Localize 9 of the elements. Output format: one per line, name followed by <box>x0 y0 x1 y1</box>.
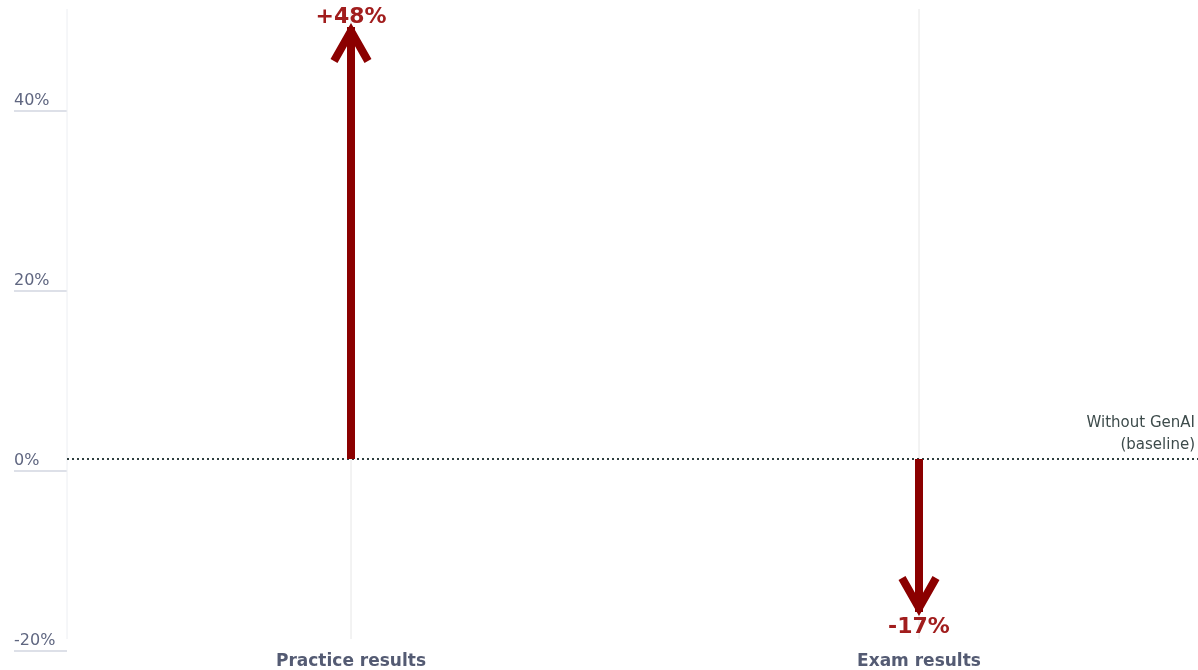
y-tick-label: 40% <box>14 89 50 109</box>
data-label: -17% <box>888 612 950 638</box>
x-tick-label: Exam results <box>857 650 981 670</box>
data-label: +48% <box>315 2 387 28</box>
y-tick-label: 20% <box>14 269 50 289</box>
x-tick-label: Practice results <box>275 650 427 670</box>
y-tick-label: 0% <box>14 449 40 469</box>
ref-line-label: Without GenAI (baseline) <box>1086 413 1195 453</box>
y-tick-label: -20% <box>14 629 56 649</box>
